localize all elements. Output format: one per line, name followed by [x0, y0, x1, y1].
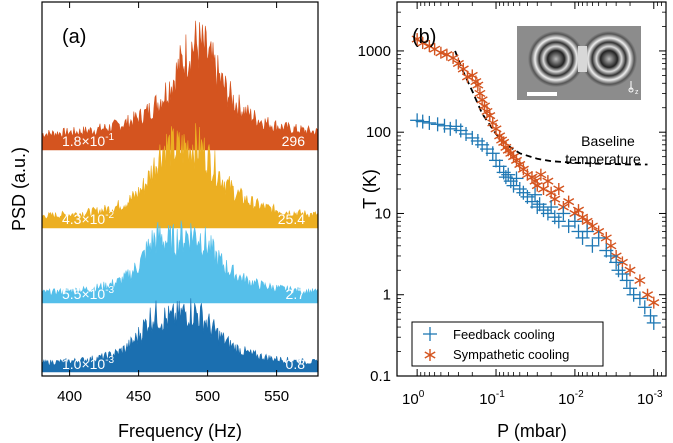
- legend-feedback-marker: [423, 327, 437, 341]
- sympathetic-point: [452, 59, 464, 68]
- panel-a: 400 450 500 550 (a) (mbar) (K) 1.8×10-1 2964…: [9, 1, 319, 441]
- feedback-cooling-points: [410, 113, 661, 330]
- sympathetic-point: [535, 171, 547, 179]
- y-tick-label: 1: [383, 287, 391, 304]
- sympathetic-point: [553, 185, 565, 193]
- y-tick-label: 1000: [358, 43, 391, 60]
- sympathetic-cooling-points: [411, 33, 660, 309]
- trace-temperature-label: 0.8: [286, 356, 306, 372]
- inset-image: z: [517, 26, 641, 100]
- legend-box: [411, 321, 604, 367]
- x-tick-label: 10-2: [558, 389, 584, 408]
- sympathetic-point: [505, 149, 517, 157]
- panel-a-x-ticks: 400 450 500 550: [57, 2, 289, 405]
- sympathetic-point: [478, 102, 491, 110]
- x-tick-label: 100: [402, 389, 425, 408]
- x-tick-label: 500: [195, 388, 220, 405]
- sympathetic-point: [634, 276, 646, 285]
- sympathetic-point: [435, 49, 447, 57]
- psd-trace: [41, 123, 319, 229]
- sympathetic-point: [641, 291, 654, 299]
- x-tick-label: 10-3: [637, 389, 663, 408]
- panel-a-frame: [41, 1, 319, 377]
- sympathetic-point: [600, 234, 612, 242]
- sympathetic-point: [581, 217, 593, 225]
- panel-a-x-label: Frequency (Hz): [118, 421, 242, 441]
- trace-temperature-label: 2.7: [286, 286, 306, 302]
- trace-temperature-label: 296: [282, 133, 306, 149]
- sympathetic-point: [457, 65, 469, 73]
- panel-b-label: (b): [412, 26, 436, 48]
- panel-a-y-label: PSD (a.u.): [9, 147, 29, 231]
- x-tick-label: 10-1: [479, 389, 505, 408]
- sympathetic-point: [605, 242, 617, 250]
- trace-pressure-label: 4.3×10-2: [62, 210, 115, 227]
- y-tick-label: 0.1: [370, 368, 391, 385]
- sympathetic-point: [447, 54, 459, 62]
- sympathetic-point: [586, 222, 598, 230]
- baseline-annotation-line1: Baseline: [581, 133, 635, 149]
- sympathetic-point: [529, 177, 541, 185]
- psd-trace: [41, 298, 319, 373]
- trace-pressure-label: 1.0×10-3: [62, 355, 115, 372]
- sympathetic-point: [474, 89, 486, 98]
- y-tick-label: 100: [366, 124, 391, 141]
- legend-sympathetic-label: Sympathetic cooling: [453, 347, 569, 362]
- baseline-annotation-line2: temperature: [565, 151, 641, 167]
- x-tick-label: 450: [126, 388, 151, 405]
- panel-b: 0.1 1 10 100 1000 100 10-1 10-2 10-3: [358, 1, 667, 441]
- legend: Feedback cooling Sympathetic cooling: [411, 321, 604, 367]
- sympathetic-point: [549, 195, 561, 203]
- trap-ring-left-icon: [528, 31, 584, 87]
- scale-bar: [527, 92, 557, 96]
- psd-trace: [41, 20, 319, 151]
- sympathetic-point: [481, 107, 493, 116]
- pressure-unit-header: (mbar): [69, 94, 110, 110]
- sympathetic-point: [624, 266, 636, 274]
- trace-temperature-label: 25.4: [278, 211, 305, 227]
- x-tick-label: 400: [57, 388, 82, 405]
- trace-labels: 1.8×10-1 296 4.3×10-2 25.4 5.5×10-3 2.7 1.0×10…: [62, 132, 305, 372]
- legend-sympathetic-marker: [424, 349, 436, 361]
- trap-ring-right-icon: [581, 31, 637, 87]
- sympathetic-point: [563, 197, 575, 206]
- x-tick-label: 550: [264, 388, 289, 405]
- panel-b-y-label: T (K): [360, 169, 380, 209]
- sympathetic-point: [472, 81, 484, 89]
- psd-traces: [41, 20, 319, 373]
- sympathetic-point: [648, 299, 660, 307]
- trace-pressure-label: 1.8×10-1: [62, 132, 115, 149]
- panel-a-label: (a): [62, 26, 86, 48]
- axis-origin-icon: [628, 87, 634, 93]
- y-tick-label: 10: [374, 205, 391, 222]
- panel-b-ticks: 0.1 1 10 100 1000 100 10-1 10-2 10-3: [358, 1, 667, 408]
- sympathetic-point: [576, 213, 589, 221]
- sympathetic-point: [498, 138, 510, 146]
- temperature-unit-header: (K): [286, 94, 305, 110]
- trace-pressure-label: 5.5×10-3: [62, 285, 115, 302]
- panel-b-x-label: P (mbar): [497, 421, 567, 441]
- sympathetic-point: [417, 39, 429, 47]
- legend-sympathetic-point: [424, 351, 436, 359]
- psd-trace: [41, 220, 319, 304]
- baseline-temperature-curve: [454, 50, 648, 166]
- sympathetic-point: [542, 177, 554, 185]
- legend-feedback-label: Feedback cooling: [453, 327, 555, 342]
- inset-axis-label: z: [635, 89, 639, 96]
- sympathetic-point: [476, 96, 488, 104]
